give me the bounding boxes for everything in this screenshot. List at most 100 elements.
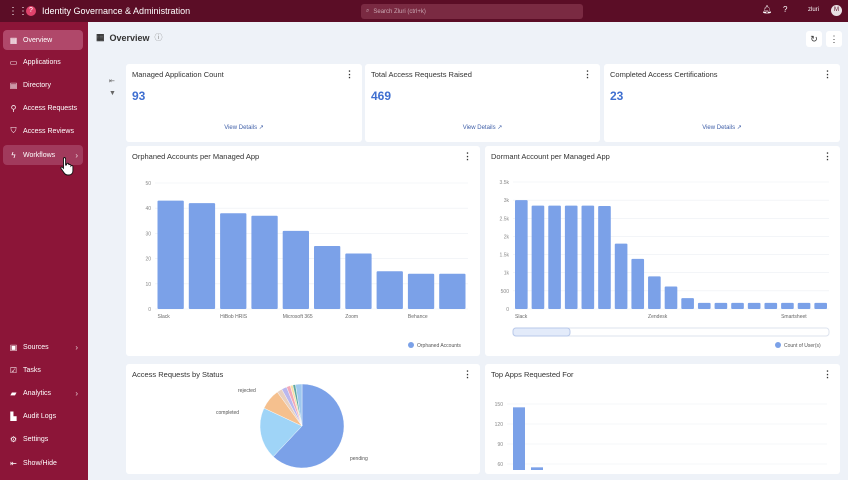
chart-card-dormant: Dormant Account per Managed App ⋮ 0 500 1k 1… (485, 146, 840, 356)
external-link-icon: ↗ (258, 125, 264, 131)
y-tick-label: 2.5k (500, 216, 510, 222)
kebab-menu-icon[interactable]: ⋮ (823, 369, 832, 379)
kebab-menu-icon[interactable]: ⋮ (823, 69, 832, 79)
app-grid-icon[interactable]: ⋮⋮ (8, 5, 28, 17)
y-tick-label: 1k (504, 271, 510, 277)
bar (648, 276, 661, 309)
sidebar-item-access-reviews[interactable]: ⛉ Access Reviews (3, 121, 83, 141)
chart-title: Orphaned Accounts per Managed App (132, 152, 260, 161)
sidebar-item-label: Overview (23, 36, 53, 44)
kebab-menu-icon[interactable]: ⋮ (463, 151, 472, 161)
refresh-button[interactable]: ↻ (806, 31, 822, 47)
stat-card-access-requests: Total Access Requests Raised ⋮ 469 View D… (365, 64, 600, 142)
x-tick-label: Slack (515, 314, 528, 320)
sidebar-item-applications[interactable]: ▭ Applications (3, 52, 83, 72)
view-details-link[interactable]: View Details ↗ (604, 124, 840, 131)
y-tick-label: 1.5k (500, 253, 510, 259)
sidebar-item-directory[interactable]: ▤ Directory (3, 75, 83, 95)
y-tick-label: 50 (145, 181, 151, 187)
y-tick-label: 90 (497, 442, 503, 448)
bar (157, 200, 184, 309)
access-request-icon: ⚲ (10, 103, 17, 113)
sidebar-item-label: Sources (23, 343, 49, 351)
orphaned-bar-chart: 0 10 20 30 40 50 Slack HiBob HRIS Microsoft 365 Z… (145, 181, 468, 349)
sidebar-item-tasks[interactable]: ☑ Tasks (3, 360, 83, 380)
avatar[interactable]: M (831, 5, 842, 16)
top-bar: ⋮⋮ ? Identity Governance & Administratio… (0, 0, 848, 22)
bar (188, 203, 216, 309)
chart-card-orphaned: Orphaned Accounts per Managed App ⋮ 0 10 20… (126, 146, 480, 356)
y-tick-label: 3k (504, 198, 510, 204)
search-input[interactable]: ⌕ Search Zluri (ctrl+k) (361, 4, 583, 19)
x-tick-label: Slack (158, 314, 171, 320)
analytics-icon: ▰ (10, 388, 17, 398)
sidebar-item-show-hide[interactable]: ⇤ Show/Hide (3, 453, 83, 473)
filter-icon[interactable]: ▼ (109, 90, 116, 97)
sidebar-item-label: Show/Hide (23, 459, 57, 467)
sidebar-item-label: Analytics (23, 389, 52, 397)
collapse-filter-icon[interactable]: ⇤ (109, 78, 115, 85)
sidebar-item-label: Tasks (23, 366, 41, 374)
sources-icon: ▣ (9, 342, 18, 352)
notification-icon[interactable]: 🔔︎ (762, 5, 773, 14)
kebab-menu-icon[interactable]: ⋮ (345, 69, 354, 79)
sidebar-item-analytics[interactable]: ▰ Analytics › (3, 383, 83, 403)
more-options-button[interactable]: ⋮ (826, 31, 842, 47)
dashboard-icon: ▦ (96, 32, 105, 42)
x-tick-label: Zendesk (648, 314, 668, 320)
bar (797, 302, 811, 309)
stat-title: Total Access Requests Raised (371, 70, 472, 79)
y-tick-label: 150 (495, 402, 504, 408)
sidebar-item-sources[interactable]: ▣ Sources › (3, 337, 83, 357)
bar (631, 258, 645, 309)
sidebar-item-settings[interactable]: ⚙ Settings (3, 429, 83, 449)
audit-icon: ▙ (10, 411, 17, 421)
bar (251, 215, 278, 309)
sidebar-item-overview[interactable]: ▦ Overview (3, 30, 83, 50)
chevron-right-icon: › (75, 342, 78, 352)
x-tick-label: Behance (408, 314, 428, 320)
sidebar-item-audit-logs[interactable]: ▙ Audit Logs (3, 406, 83, 426)
bar (513, 407, 525, 470)
bar (376, 271, 403, 309)
y-tick-label: 60 (497, 462, 503, 468)
directory-icon: ▤ (9, 80, 18, 90)
help-icon[interactable]: ? (783, 5, 788, 14)
view-details-link[interactable]: View Details ↗ (126, 124, 362, 131)
top-apps-bar-chart: 60 90 120 150 (495, 402, 827, 470)
stat-value: 93 (132, 89, 146, 103)
x-tick-label: HiBob HRIS (220, 314, 248, 320)
chevron-right-icon: › (75, 388, 78, 398)
sidebar-item-label: Access Requests (23, 104, 78, 112)
stat-title: Completed Access Certifications (610, 70, 718, 79)
sidebar-item-access-requests[interactable]: ⚲ Access Requests (3, 98, 83, 118)
sidebar-item-workflows[interactable]: ϟ Workflows › (3, 145, 83, 165)
kebab-menu-icon[interactable]: ⋮ (823, 151, 832, 161)
stat-card-certifications: Completed Access Certifications ⋮ 23 View… (604, 64, 840, 142)
dormant-bar-chart: 0 500 1k 1.5k 2k 2.5k 3k 3.5k Slack Zendesk Smarts… (500, 180, 830, 349)
info-icon[interactable]: ⓘ (154, 33, 163, 42)
x-tick-label: Microsoft 365 (283, 314, 313, 320)
bar (614, 243, 628, 309)
sidebar-item-label: Directory (23, 81, 52, 89)
sidebar-item-label: Applications (23, 58, 61, 66)
apps-icon: ▭ (9, 57, 18, 67)
y-tick-label: 0 (148, 307, 151, 313)
kebab-menu-icon[interactable]: ⋮ (463, 369, 472, 379)
bar (314, 246, 341, 309)
kebab-menu-icon[interactable]: ⋮ (583, 69, 592, 79)
bar (747, 302, 761, 309)
y-tick-label: 500 (501, 289, 510, 295)
view-details-link[interactable]: View Details ↗ (365, 124, 600, 131)
y-tick-label: 10 (145, 282, 151, 288)
y-tick-label: 3.5k (500, 180, 510, 186)
bar (531, 467, 543, 470)
chart-title: Access Requests by Status (132, 370, 224, 379)
bolt-icon: ϟ (11, 150, 16, 160)
bar (697, 302, 711, 309)
bar (439, 273, 466, 309)
zoom-slider-handle[interactable] (512, 327, 571, 337)
link-label: View Details (224, 125, 258, 131)
y-tick-label: 30 (145, 231, 151, 237)
app-title: Identity Governance & Administration (42, 6, 191, 16)
